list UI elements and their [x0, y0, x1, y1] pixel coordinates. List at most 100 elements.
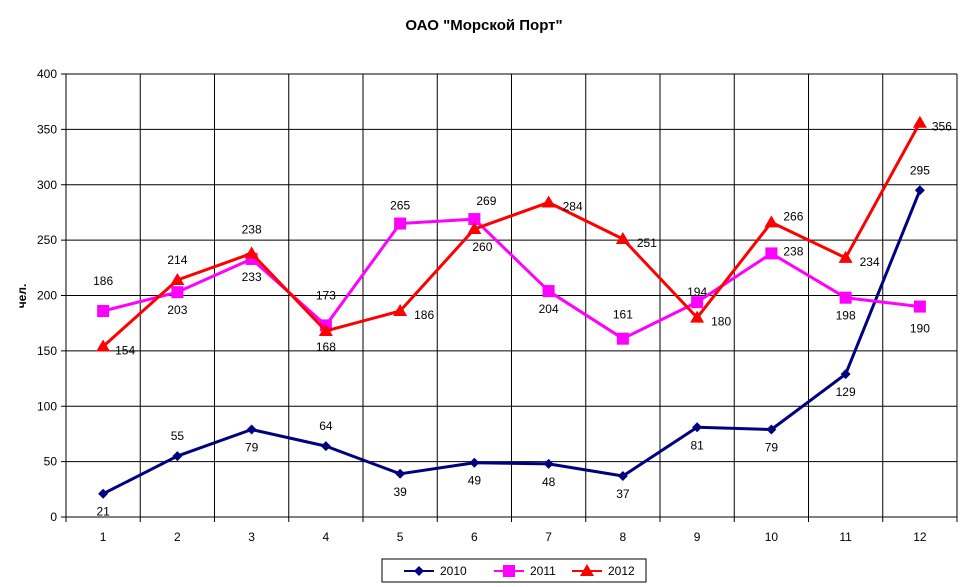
data-labels: 21 55 79 64 39 49 48 37 81 79 129 295 186 203 233 173 26…	[93, 120, 952, 519]
point-marker	[541, 195, 556, 208]
x-tick-label: 2	[174, 530, 181, 544]
legend-label: 2010	[440, 564, 467, 578]
point-marker	[690, 310, 705, 323]
x-tick-label: 5	[397, 530, 404, 544]
data-label: 173	[316, 288, 336, 302]
data-label: 265	[390, 199, 410, 213]
point-marker	[616, 332, 629, 345]
data-label: 39	[393, 485, 407, 499]
series-line	[102, 217, 921, 341]
data-label: 194	[687, 285, 707, 299]
point-marker	[839, 291, 852, 304]
series-2010	[98, 185, 925, 499]
point-marker	[98, 488, 109, 499]
point-marker	[318, 323, 333, 336]
data-label: 266	[783, 209, 803, 223]
data-label: 64	[319, 419, 333, 433]
legend-label: 2011	[530, 564, 556, 578]
data-label: 269	[476, 194, 496, 208]
point-marker	[617, 471, 628, 482]
x-tick-label: 7	[545, 530, 552, 544]
point-marker	[840, 369, 851, 380]
data-label: 214	[167, 253, 187, 267]
y-tick-label: 200	[37, 289, 57, 303]
data-label: 55	[171, 429, 185, 443]
point-marker	[469, 457, 480, 468]
point-marker	[542, 285, 555, 298]
x-tick-labels: 1 2 3 4 5 6 7 8 9 10 11 12	[100, 530, 927, 544]
point-marker	[394, 217, 407, 230]
point-marker	[414, 566, 424, 576]
point-marker	[764, 215, 779, 228]
grid	[65, 73, 958, 518]
point-marker	[244, 246, 259, 259]
data-label: 168	[316, 340, 336, 354]
point-marker	[691, 296, 704, 309]
point-marker	[913, 300, 926, 313]
point-marker	[766, 424, 777, 435]
y-tick-label: 300	[37, 178, 57, 192]
y-tick-label: 400	[37, 67, 57, 81]
point-marker	[170, 272, 185, 285]
point-marker	[468, 213, 481, 226]
point-marker	[246, 424, 257, 435]
point-marker	[395, 468, 406, 479]
point-marker	[393, 304, 408, 317]
x-tick-label: 9	[694, 530, 701, 544]
data-label: 233	[242, 270, 262, 284]
x-tick-label: 8	[620, 530, 627, 544]
data-label: 234	[860, 255, 880, 269]
data-label: 204	[539, 302, 559, 316]
point-marker	[580, 564, 594, 576]
data-label: 203	[167, 303, 187, 317]
data-label: 79	[765, 441, 779, 455]
data-label: 180	[711, 315, 731, 329]
point-marker	[503, 565, 515, 577]
data-label: 260	[472, 240, 492, 254]
data-label: 79	[245, 441, 259, 455]
data-label: 190	[910, 322, 930, 336]
y-tick-label: 50	[44, 455, 58, 469]
data-label: 251	[637, 236, 657, 250]
series-2011	[97, 213, 926, 345]
x-tick-label: 1	[100, 530, 107, 544]
data-label: 186	[93, 274, 113, 288]
point-marker	[97, 305, 110, 318]
y-axis-label: чел.	[15, 284, 29, 309]
axes	[61, 73, 958, 522]
data-label: 154	[115, 343, 135, 357]
data-label: 129	[836, 385, 856, 399]
x-tick-label: 12	[913, 530, 927, 544]
point-marker	[912, 115, 927, 128]
series-2012	[96, 115, 927, 352]
y-tick-label: 100	[37, 399, 57, 413]
data-label: 49	[468, 474, 482, 488]
point-marker	[467, 222, 482, 235]
x-tick-label: 11	[839, 530, 852, 544]
data-label: 81	[690, 438, 704, 452]
data-label: 238	[783, 244, 803, 258]
data-label: 295	[910, 163, 930, 177]
data-label: 161	[613, 308, 633, 322]
data-label: 48	[542, 475, 556, 489]
point-marker	[543, 458, 554, 469]
point-marker	[172, 451, 183, 462]
data-label: 198	[836, 309, 856, 323]
data-label: 186	[414, 308, 434, 322]
point-marker	[838, 250, 853, 263]
x-tick-label: 10	[765, 530, 779, 544]
x-tick-label: 3	[248, 530, 255, 544]
y-tick-label: 250	[37, 233, 57, 247]
y-tick-label: 350	[37, 122, 57, 136]
data-label: 356	[932, 120, 952, 134]
series-group	[96, 115, 927, 499]
x-tick-label: 6	[471, 530, 478, 544]
y-tick-label: 150	[37, 344, 57, 358]
point-marker	[96, 339, 111, 352]
point-marker	[914, 185, 925, 196]
point-marker	[320, 441, 331, 452]
y-tick-labels: 0 50 100 150 200 250 300 350 400	[37, 67, 57, 524]
series-line	[102, 189, 922, 496]
chart-title: ОАО "Морской Порт"	[405, 17, 562, 34]
